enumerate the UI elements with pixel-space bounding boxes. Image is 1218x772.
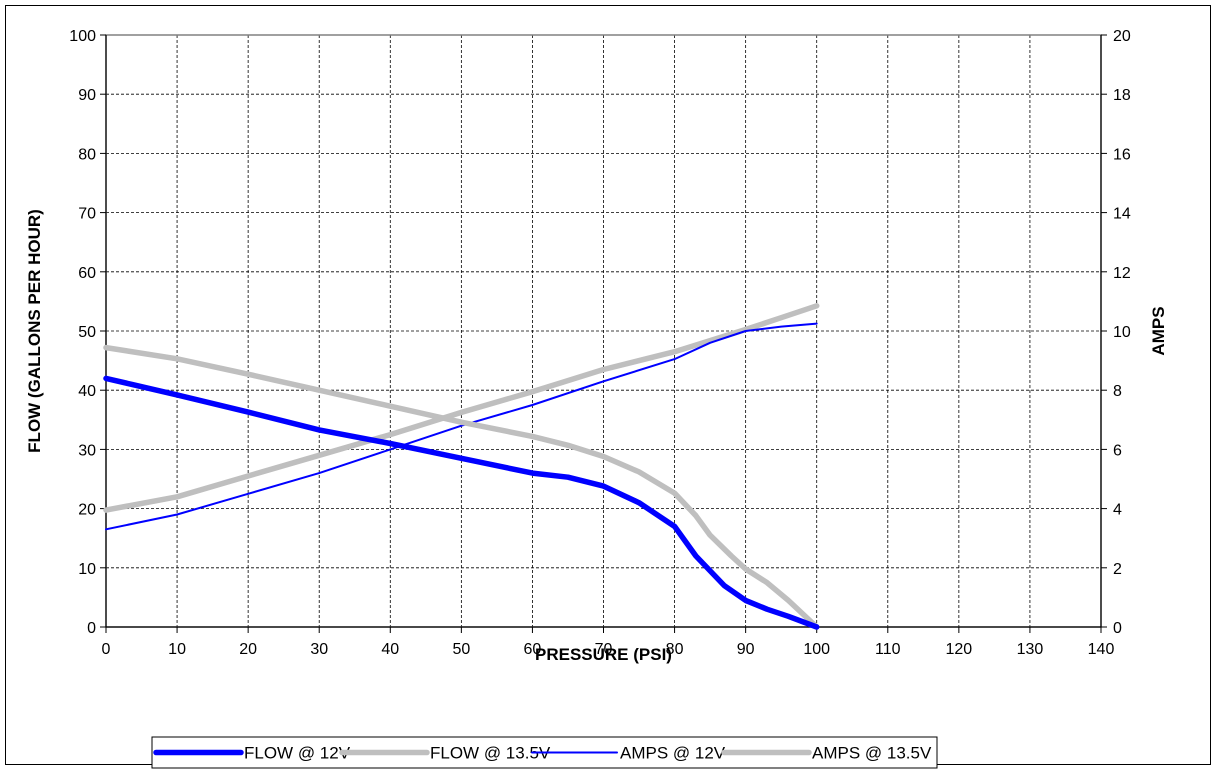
x-tick-label: 110 bbox=[875, 641, 901, 658]
x-tick-label: 0 bbox=[102, 641, 111, 658]
x-tick-label: 50 bbox=[452, 641, 470, 658]
y-tick-label: 100 bbox=[69, 28, 96, 45]
series-line-2 bbox=[105, 322, 818, 531]
y2-tick-label: 10 bbox=[1113, 324, 1131, 341]
y2-tick-label: 2 bbox=[1113, 561, 1122, 578]
y-tick-label: 50 bbox=[78, 324, 96, 341]
y-tick-label: 70 bbox=[78, 206, 96, 223]
x-tick-label: 80 bbox=[666, 641, 684, 658]
y2-tick-label: 18 bbox=[1113, 87, 1131, 104]
y-tick-label: 90 bbox=[78, 87, 96, 104]
y2-tick-label: 14 bbox=[1113, 206, 1131, 223]
y2-tick-label: 4 bbox=[1113, 502, 1122, 519]
legend-label: AMPS @ 12V bbox=[620, 744, 726, 763]
series-line-0 bbox=[103, 375, 820, 630]
y-tick-label: 30 bbox=[78, 442, 96, 459]
y-tick-label: 10 bbox=[78, 561, 96, 578]
y-tick-label: 0 bbox=[87, 620, 96, 637]
y2-tick-label: 8 bbox=[1113, 383, 1122, 400]
y-tick-label: 60 bbox=[78, 265, 96, 282]
x-tick-label: 70 bbox=[595, 641, 613, 658]
y2-axis-title: AMPS bbox=[1149, 306, 1168, 355]
x-tick-label: 140 bbox=[1088, 641, 1115, 658]
x-tick-label: 40 bbox=[381, 641, 399, 658]
x-tick-label: 60 bbox=[524, 641, 542, 658]
series-line-1 bbox=[103, 344, 820, 630]
x-tick-label: 30 bbox=[310, 641, 328, 658]
y-tick-label: 20 bbox=[78, 502, 96, 519]
x-tick-label: 120 bbox=[946, 641, 973, 658]
x-tick-label: 90 bbox=[737, 641, 755, 658]
y-tick-label: 80 bbox=[78, 146, 96, 163]
y-axis-title: FLOW (GALLONS PER HOUR) bbox=[25, 209, 44, 453]
x-tick-label: 130 bbox=[1017, 641, 1044, 658]
x-tick-label: 20 bbox=[239, 641, 257, 658]
legend-label: FLOW @ 12V bbox=[244, 744, 351, 763]
y2-tick-label: 0 bbox=[1113, 620, 1122, 637]
y-tick-label: 40 bbox=[78, 383, 96, 400]
y2-tick-label: 20 bbox=[1113, 28, 1131, 45]
y2-tick-label: 16 bbox=[1113, 146, 1131, 163]
legend-label: AMPS @ 13.5V bbox=[812, 744, 932, 763]
legend-label: FLOW @ 13.5V bbox=[430, 744, 551, 763]
series-line-3 bbox=[103, 303, 820, 513]
x-tick-label: 10 bbox=[168, 641, 186, 658]
x-axis-title: PRESSURE (PSI) bbox=[535, 645, 672, 664]
y2-tick-label: 6 bbox=[1113, 442, 1122, 459]
x-tick-label: 100 bbox=[803, 641, 830, 658]
y2-tick-label: 12 bbox=[1113, 265, 1131, 282]
